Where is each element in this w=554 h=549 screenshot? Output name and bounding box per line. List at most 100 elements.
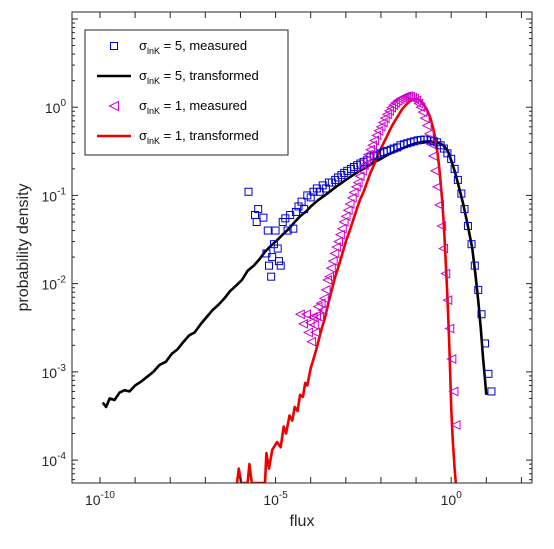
data-point-s5_measured bbox=[386, 145, 395, 154]
data-point-s1_measured bbox=[350, 181, 361, 192]
data-point-s1_measured bbox=[309, 327, 320, 338]
data-point-s1_measured bbox=[336, 223, 347, 234]
data-point-s1_measured bbox=[302, 327, 313, 338]
data-point-s1_measured bbox=[338, 216, 349, 227]
data-point-s1_measured bbox=[419, 113, 430, 124]
series-line-s1_transformed bbox=[235, 97, 458, 483]
legend-item-s1_measured: σlnK = 1, measured bbox=[108, 98, 247, 116]
legend-marker-s5_measured bbox=[110, 42, 118, 50]
data-point-s1_measured bbox=[356, 165, 367, 176]
data-point-s1_measured bbox=[313, 311, 324, 322]
data-point-s1_measured bbox=[327, 256, 338, 267]
data-point-s1_measured bbox=[306, 336, 317, 347]
x-tick-label: 100 bbox=[441, 490, 463, 508]
x-tick-label: 10-5 bbox=[263, 490, 288, 508]
data-point-s1_measured bbox=[352, 177, 363, 188]
data-point-s5_measured bbox=[289, 224, 298, 233]
data-point-s1_measured bbox=[373, 125, 384, 136]
data-point-s5_measured bbox=[453, 175, 462, 184]
data-point-s5_measured bbox=[457, 189, 466, 198]
data-point-s1_measured bbox=[307, 311, 318, 322]
y-axis-title: probability density bbox=[15, 183, 32, 311]
data-point-s1_measured bbox=[334, 229, 345, 240]
data-point-s1_measured bbox=[317, 305, 328, 316]
data-point-s1_measured bbox=[308, 319, 319, 330]
data-point-s1_measured bbox=[348, 187, 359, 198]
data-point-s1_measured bbox=[294, 309, 305, 320]
data-point-s5_measured bbox=[331, 175, 340, 184]
data-point-s1_measured bbox=[329, 248, 340, 259]
data-point-s1_measured bbox=[436, 221, 447, 232]
data-point-s1_measured bbox=[358, 160, 369, 171]
data-point-s1_measured bbox=[390, 97, 401, 108]
data-point-s1_measured bbox=[425, 139, 436, 150]
y-tick-label: 100 bbox=[45, 98, 67, 116]
data-point-s1_measured bbox=[300, 309, 312, 320]
data-point-s1_measured bbox=[442, 295, 453, 306]
data-point-s5_measured bbox=[264, 261, 273, 270]
data-point-s5_measured bbox=[271, 226, 280, 235]
legend-label: σlnK = 5, measured bbox=[139, 38, 247, 56]
data-point-s5_measured bbox=[244, 187, 253, 196]
data-point-s1_measured bbox=[362, 149, 373, 160]
legend-item-s1_transformed: σlnK = 1, transformed bbox=[97, 128, 259, 146]
data-point-s1_measured bbox=[377, 117, 388, 128]
data-point-s1_measured bbox=[438, 243, 449, 254]
data-point-s1_measured bbox=[448, 386, 459, 397]
data-point-s5_measured bbox=[283, 226, 292, 235]
data-point-s5_measured bbox=[268, 253, 277, 262]
plot-frame bbox=[71, 11, 533, 484]
data-point-s1_measured bbox=[402, 91, 413, 102]
data-point-s1_measured bbox=[417, 107, 428, 118]
data-point-s5_measured bbox=[447, 154, 456, 163]
data-point-s1_measured bbox=[369, 135, 380, 146]
data-point-s1_measured bbox=[344, 198, 355, 209]
data-point-s1_measured bbox=[379, 113, 390, 124]
data-point-s1_measured bbox=[446, 353, 457, 364]
data-point-s1_measured bbox=[423, 128, 434, 139]
axes-layer: 10-10 10-5 100 10-4 10-3 10-2 10-1 100 bbox=[42, 12, 532, 508]
data-point-s5_measured bbox=[291, 207, 300, 216]
data-point-s1_measured bbox=[427, 150, 438, 161]
data-point-s1_measured bbox=[365, 144, 376, 155]
x-axis-title: flux bbox=[290, 513, 315, 530]
data-point-s1_measured bbox=[367, 140, 378, 151]
legend-label: σlnK = 1, measured bbox=[139, 98, 247, 116]
data-point-s1_measured bbox=[431, 181, 442, 192]
y-tick-label: 10-3 bbox=[42, 363, 67, 381]
data-point-s1_measured bbox=[375, 121, 386, 132]
data-point-s5_measured bbox=[306, 193, 315, 202]
data-point-s5_measured bbox=[273, 244, 282, 253]
data-point-s5_measured bbox=[463, 222, 472, 231]
data-point-s1_measured bbox=[331, 242, 342, 253]
x-tick-label: 10-10 bbox=[85, 490, 115, 508]
series-markers-s1_measured bbox=[294, 91, 461, 430]
data-point-s1_measured bbox=[429, 165, 440, 176]
data-point-s5_measured bbox=[484, 369, 493, 378]
data-point-s5_measured bbox=[477, 310, 486, 319]
data-point-s1_measured bbox=[415, 102, 426, 113]
data-point-s5_measured bbox=[481, 339, 490, 348]
data-point-s1_measured bbox=[324, 271, 335, 282]
legend-label: σlnK = 5, transformed bbox=[139, 68, 259, 86]
data-point-s5_measured bbox=[259, 213, 268, 222]
data-point-s1_measured bbox=[354, 171, 365, 182]
data-point-s1_measured bbox=[312, 301, 323, 312]
legend: σlnK = 5, measured σlnK = 5, transformed σ… bbox=[84, 29, 289, 156]
data-point-s1_measured bbox=[388, 99, 399, 110]
legend-box bbox=[84, 29, 289, 156]
data-point-s1_measured bbox=[440, 268, 451, 279]
data-point-s1_measured bbox=[315, 298, 326, 309]
legend-item-s5_measured: σlnK = 5, measured bbox=[110, 38, 247, 56]
data-point-s5_measured bbox=[274, 257, 283, 266]
y-tick-label: 10-4 bbox=[42, 451, 67, 469]
data-point-s1_measured bbox=[320, 284, 331, 295]
legend-item-s5_transformed: σlnK = 5, transformed bbox=[97, 68, 259, 86]
data-point-s1_measured bbox=[342, 205, 353, 216]
data-point-s5_measured bbox=[263, 226, 272, 235]
data-point-s5_measured bbox=[450, 164, 459, 173]
data-point-s5_measured bbox=[252, 217, 261, 226]
data-point-s1_measured bbox=[346, 192, 357, 203]
data-point-s1_measured bbox=[421, 120, 432, 131]
